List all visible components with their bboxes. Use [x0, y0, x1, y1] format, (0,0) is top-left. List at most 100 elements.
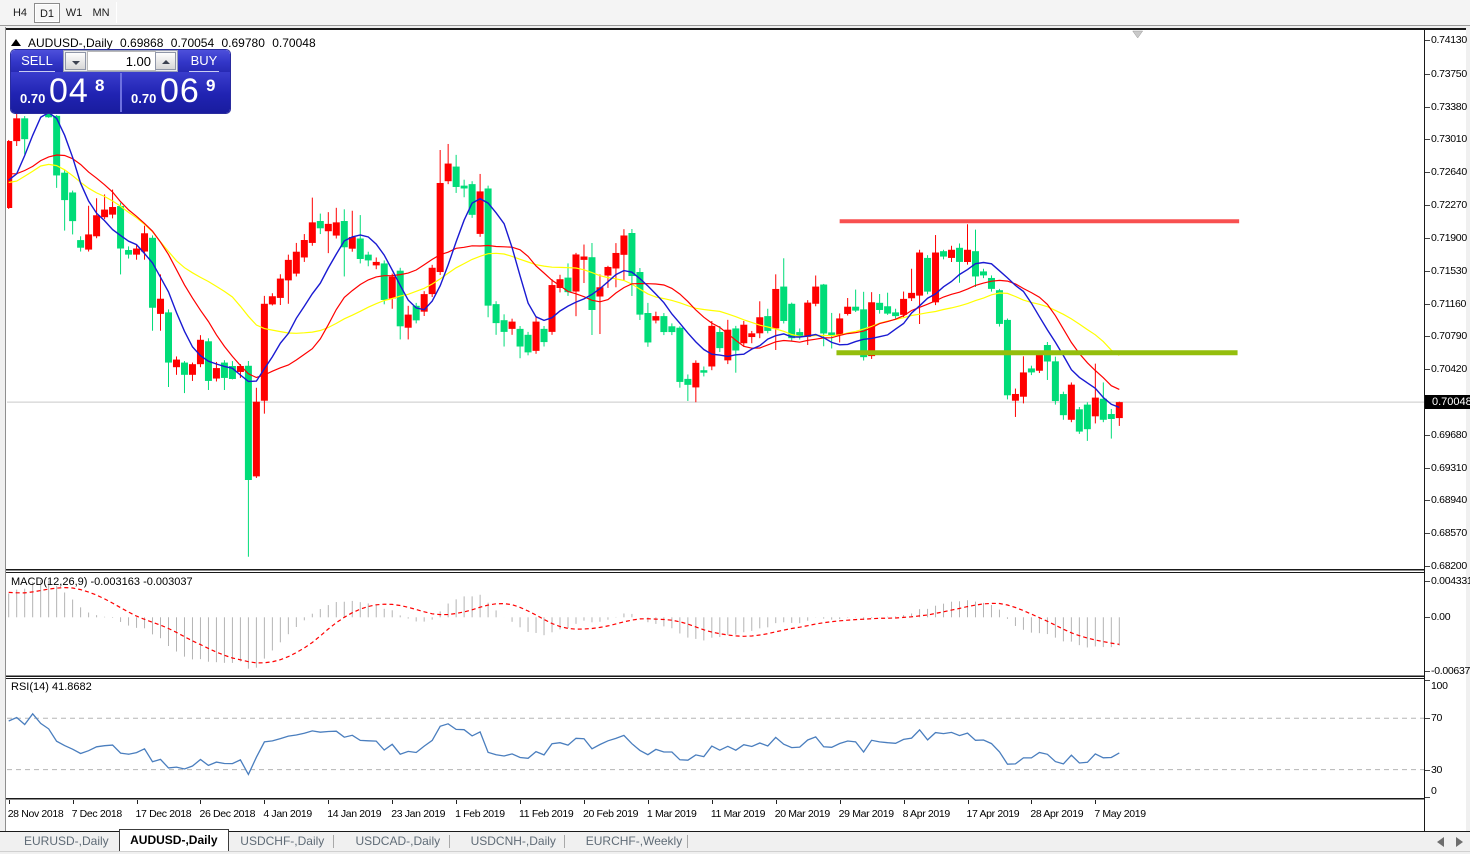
candle-body [1011, 393, 1019, 401]
ma-mid-red [8, 154, 1120, 390]
chart-tab-usdcad[interactable]: USDCAD-,Daily [355, 834, 441, 848]
buy-price-display[interactable]: 0.70 06 9 [122, 72, 230, 113]
date-tick [72, 800, 74, 804]
candle-body [780, 286, 788, 321]
triangle-down-icon [72, 61, 80, 65]
volume-decrease-button[interactable] [65, 52, 86, 70]
candle-body [1027, 368, 1035, 373]
date-tick [456, 800, 458, 804]
candle-body [1075, 409, 1083, 432]
price-tick [1425, 369, 1430, 371]
date-axis-label: 1 Mar 2019 [646, 808, 697, 820]
date-axis-label: 11 Feb 2019 [519, 808, 574, 820]
tab-scroll-right-icon[interactable] [1456, 837, 1463, 847]
timeframe-button-d1[interactable]: D1 [34, 3, 60, 23]
timeframe-button-mn[interactable]: MN [92, 7, 110, 19]
candle-body [436, 182, 444, 273]
sell-price-pip: 8 [95, 76, 105, 95]
pane-separator [6, 678, 1425, 679]
date-axis-label: 29 Mar 2019 [838, 808, 894, 820]
candle-body [868, 302, 876, 357]
candle-body [860, 309, 868, 358]
candle-body [1051, 361, 1059, 402]
candle-body [772, 288, 780, 329]
candle-body [836, 318, 844, 336]
chart-tab-eurusd[interactable]: EURUSD-,Daily [24, 834, 109, 848]
quote-close: 0.70048 [272, 36, 316, 50]
date-axis-label: 17 Dec 2018 [135, 808, 192, 820]
pane-right-border [1424, 28, 1425, 832]
candle-body [900, 298, 908, 315]
collapse-triangle-icon[interactable] [11, 39, 21, 46]
sell-price-display[interactable]: 0.70 04 8 [11, 72, 119, 113]
chart-tab-eurchf[interactable]: EURCHF-,Weekly [585, 834, 683, 848]
buy-button[interactable]: BUY [178, 50, 230, 72]
candle-body [340, 221, 348, 248]
candle-body [484, 188, 492, 306]
candle-body [372, 261, 380, 266]
tab-separator [687, 835, 689, 848]
candle-body [348, 236, 356, 249]
date-tick [8, 800, 10, 804]
price-tick [1425, 237, 1430, 239]
chart-window [0, 27, 1470, 854]
candle-body [524, 334, 532, 353]
candle-body [732, 328, 740, 351]
candle-body [692, 362, 700, 388]
candle-body [220, 362, 228, 378]
candle-body [987, 277, 995, 289]
macd-tick [1425, 581, 1430, 582]
chart-tab-usdchf[interactable]: USDCHF-,Daily [240, 834, 325, 848]
macd-indicator-label: MACD(12,26,9) -0.003163 -0.003037 [11, 576, 193, 588]
volume-input[interactable]: 1.00 [87, 51, 156, 71]
rsi-tick [1425, 797, 1430, 798]
date-tick [200, 800, 202, 804]
candle-body [700, 370, 708, 373]
candle-body [548, 285, 556, 332]
timeframe-toolbar: H4 D1 W1 MN [0, 0, 1470, 26]
candle-body [364, 254, 372, 261]
price-axis-label: 0.68940 [1431, 494, 1467, 507]
price-axis-label: 0.74130 [1431, 34, 1467, 47]
timeframe-button-h4[interactable]: H4 [12, 7, 28, 19]
date-tick [136, 800, 138, 804]
price-axis-label: 0.69310 [1431, 461, 1467, 474]
date-axis-label: 4 Jan 2019 [263, 808, 312, 820]
candle-body [212, 368, 220, 379]
candle-body [956, 247, 964, 262]
candle-body [844, 306, 852, 314]
sell-button[interactable]: SELL [11, 50, 63, 72]
date-axis-label: 28 Apr 2019 [1030, 808, 1084, 820]
price-axis-label: 0.70420 [1431, 363, 1467, 376]
date-tick [520, 800, 522, 804]
one-click-trading-panel: SELL 1.00 BUY 0.70 04 8 0.70 06 9 [11, 50, 230, 113]
tabbar-top-border [0, 831, 1470, 833]
candle-body [676, 327, 684, 382]
chart-tab-usdcnh[interactable]: USDCNH-,Daily [470, 834, 556, 848]
candle-body [540, 328, 548, 343]
timeframe-button-w1[interactable]: W1 [65, 7, 83, 19]
chart-tabs-bar: EURUSD-,Daily AUDUSD-,Daily USDCHF-,Daily U… [0, 829, 1470, 851]
candle-body [1003, 319, 1011, 396]
candle-body [788, 303, 796, 339]
price-tick [1425, 270, 1430, 272]
volume-control: 1.00 [63, 50, 178, 72]
chart-canvas[interactable] [0, 27, 1470, 832]
date-tick [967, 800, 969, 804]
date-axis-label: 17 Apr 2019 [966, 808, 1020, 820]
volume-increase-button[interactable] [155, 52, 176, 70]
date-tick [775, 800, 777, 804]
chart-tab-audusd[interactable]: AUDUSD-,Daily [119, 829, 229, 851]
candle-body [572, 254, 580, 292]
candle-body [940, 251, 948, 257]
candle-body [1107, 414, 1115, 419]
candle-body [564, 277, 572, 293]
candle-body [1115, 402, 1123, 419]
candle-body [460, 185, 468, 189]
candle-body [188, 364, 196, 375]
date-axis-label: 20 Feb 2019 [582, 808, 639, 820]
candle-body [1099, 398, 1107, 420]
tab-scroll-left-icon[interactable] [1437, 837, 1444, 847]
candle-body [236, 366, 244, 372]
candle-body [396, 270, 404, 327]
